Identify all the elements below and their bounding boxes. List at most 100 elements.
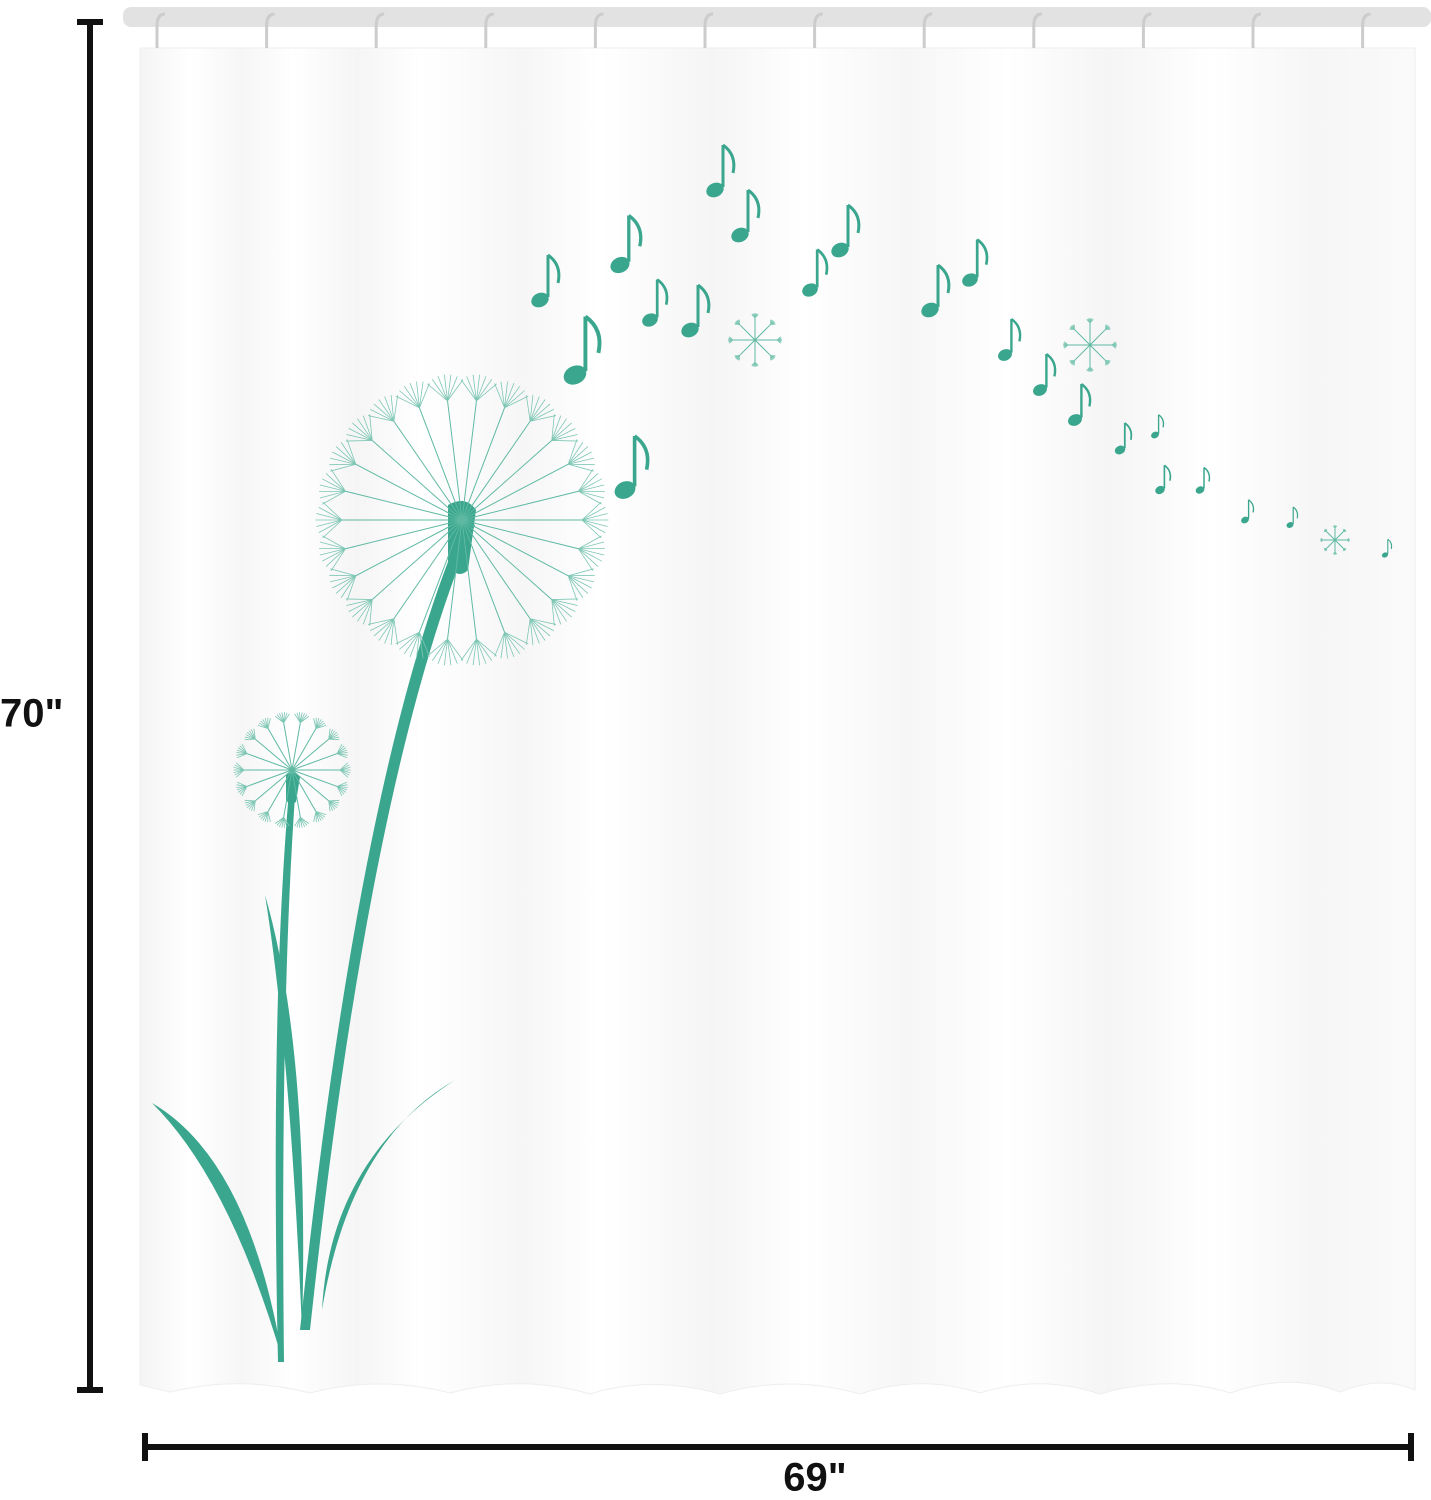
seed-hair [476,639,481,666]
seed-hair [330,468,346,492]
seed-hair [578,468,594,492]
seed-stalk [267,728,293,771]
seed-hair [336,753,347,759]
seed-stalk [291,769,338,787]
seed-stalk [291,769,317,812]
seed-hair [1086,366,1091,371]
seed-hair [551,418,567,441]
seed-hair [393,395,399,422]
seed-hair [378,399,395,422]
seed-hair [234,764,245,771]
seed-hair [384,618,395,644]
seed-hair [525,618,531,645]
seed-hair [294,817,301,827]
seed-hair [578,484,605,492]
seed-hair [370,409,395,422]
seed-hair [447,639,452,666]
seed-hair [581,519,602,539]
seed-hair [245,734,256,740]
seed-hair [328,729,333,740]
seed-hair [251,729,256,740]
seed-hair [313,718,317,729]
seed-stalk [291,753,338,771]
seed-hair [466,638,477,664]
seed-stalk [355,519,463,577]
seed-hair [244,800,256,804]
seed-hair [336,786,347,793]
seed-hair [276,714,284,723]
seed-hair [281,712,285,723]
seed-hair [447,374,452,401]
seed-hair [246,732,256,740]
dandelion-illustration [152,501,476,1362]
seed-hair [431,638,448,661]
seed-hair [325,548,346,567]
seed-hair [283,712,285,723]
seed-hair [264,811,269,822]
seed-hair [551,414,555,441]
seed-stalk [1089,344,1106,361]
seed-hair [529,403,551,422]
seed-hair [427,638,448,657]
seed-stalk [754,339,771,356]
seed-hair [322,535,346,550]
seed-hair [336,745,345,754]
seed-hair [578,473,599,492]
seed-hair [299,712,303,723]
seed-hair [253,800,256,812]
seed-hair [345,440,373,442]
seed-hair [337,752,348,754]
seed-hair [551,440,579,442]
seed-hair [237,781,248,787]
seed-hair [253,728,256,740]
seed-hair [476,374,481,401]
seed-hair [395,631,420,645]
seed-hair [357,418,373,441]
seed-stalk [393,420,463,521]
seed-hair [568,463,594,472]
seed-hair [751,361,756,366]
seed-hair [447,376,458,402]
seed-hair [530,618,557,625]
seed-hair [399,390,420,409]
hook [155,12,166,48]
hooks [155,12,1371,48]
seed-hair [568,568,594,577]
seed-hair [504,632,508,659]
seed-stalk [461,519,569,577]
dimension-lines [77,19,1414,1461]
seed-hair [267,811,271,822]
seed-stalk [254,769,293,802]
seed-hair [369,414,373,441]
seed-hair [328,732,338,740]
seed-stalk [739,324,756,341]
seed-hair [529,618,546,641]
seed-hair [369,599,373,626]
seed-hair [568,575,595,583]
seed-hair [236,753,247,756]
seed-hair [578,535,602,550]
hook [1032,12,1042,48]
seed-hair [328,736,340,740]
seed-hair [567,439,578,465]
seed-stalk [291,769,301,818]
seed-hair [567,575,589,594]
seed-hair [258,811,269,818]
seed-hair [373,618,395,637]
seed-stalk [461,519,506,633]
seed-hair [245,800,256,806]
seed-stalk [461,440,553,521]
seed-hair [578,548,599,567]
seed-hair [500,381,505,408]
seed-hair [409,632,420,658]
seed-hair [551,599,555,626]
seed-hair [322,519,343,539]
seed-hair [244,738,256,741]
seed-hair [1111,344,1116,349]
seed-hair [283,713,290,723]
seed-hair [328,800,336,810]
seed-hair [581,519,608,527]
seed-hair [530,415,557,422]
seed-hair [283,817,290,827]
